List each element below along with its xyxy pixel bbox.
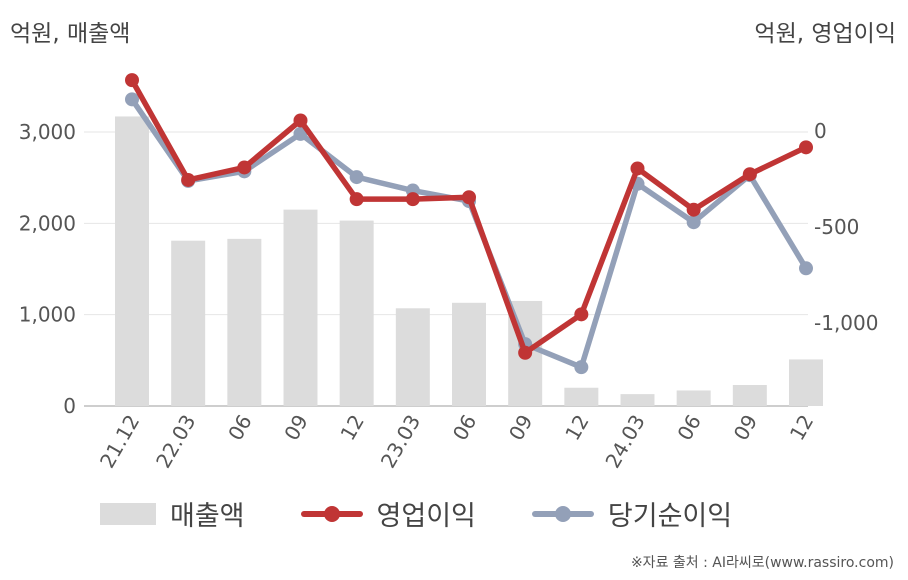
legend-swatch-net-income: [531, 503, 594, 525]
revenue-bar: [452, 302, 486, 406]
revenue-bar: [115, 116, 149, 407]
legend-item-net-income: 당기순이익: [531, 494, 733, 533]
x-axis-tick-label: 06: [672, 411, 706, 445]
net-income-point: [125, 92, 139, 107]
legend-label-revenue: 매출액: [170, 501, 245, 532]
operating-profit-point: [462, 190, 476, 205]
operating-profit-point: [181, 172, 196, 187]
source-credit: ※자료 출처 : AI라씨로(www.rassiro.com): [630, 555, 894, 571]
operating-profit-point: [125, 73, 139, 88]
legend-item-operating-profit: 영업이익: [300, 494, 476, 533]
revenue-bar: [676, 390, 711, 406]
left-axis-tick-label: 0: [63, 394, 76, 418]
x-axis-tick-label: 12: [560, 411, 594, 445]
revenue-bar: [339, 220, 374, 406]
legend-label-operating-profit: 영업이익: [376, 501, 476, 532]
operating-profit-point: [574, 307, 589, 322]
operating-profit-point: [799, 140, 813, 155]
bar-series: [115, 116, 823, 407]
x-axis-tick-label: 09: [279, 411, 313, 445]
net-income-point: [574, 360, 589, 375]
right-axis-ticks: 0 -500 -1,000: [814, 119, 878, 335]
x-axis-tick-label: 24.03: [600, 411, 649, 473]
operating-profit-point: [349, 192, 364, 207]
revenue-bar: [227, 238, 262, 406]
net-income-point: [686, 215, 701, 230]
operating-profit-point: [686, 202, 701, 217]
revenue-bar: [620, 394, 655, 406]
left-axis-ticks: 0 1,000 2,000 3,000: [19, 120, 76, 418]
chart-plot: 0 1,000 2,000 3,000 0 -500 -1,000 21.12 22.03 0…: [19, 73, 878, 473]
right-axis-tick-label: 0: [814, 119, 827, 143]
x-axis-tick-label: 23.03: [376, 411, 425, 473]
revenue-bar: [171, 240, 206, 406]
revenue-bar: [789, 359, 823, 406]
operating-profit-point: [518, 345, 533, 360]
operating-profit-point: [237, 160, 252, 175]
right-axis-tick-label: -1,000: [814, 311, 878, 335]
x-axis-tick-label: 09: [729, 411, 763, 445]
left-axis-unit: 억원, 매출액: [10, 21, 131, 47]
right-axis-unit: 억원, 영업이익: [754, 21, 896, 47]
x-axis-tick-label: 12: [335, 411, 369, 445]
operating-profit-point: [293, 113, 308, 128]
x-axis-tick-label: 06: [223, 411, 257, 445]
left-axis-tick-label: 3,000: [19, 120, 76, 144]
net-income-point: [293, 126, 308, 141]
operating-profit-point: [742, 167, 757, 182]
operating-profit-point: [405, 192, 420, 207]
left-axis-tick-label: 2,000: [19, 211, 76, 235]
revenue-bar: [283, 209, 318, 406]
revenue-bar: [564, 387, 599, 406]
line-series: [125, 73, 813, 375]
legend: 매출액 영업이익 당기순이익: [100, 494, 788, 533]
x-axis-tick-label: 09: [504, 411, 538, 445]
legend-label-net-income: 당기순이익: [607, 501, 733, 532]
revenue-bar: [732, 384, 767, 406]
x-axis-tick-label: 06: [448, 411, 482, 445]
right-axis-tick-label: -500: [814, 215, 859, 239]
x-axis-tick-label: 22.03: [151, 411, 200, 473]
legend-swatch-revenue: [100, 502, 156, 525]
revenue-bar: [395, 308, 430, 406]
operating-profit-point: [630, 161, 645, 176]
legend-swatch-operating-profit: [300, 503, 363, 525]
x-axis-tick-label: 21.12: [95, 411, 144, 473]
x-axis-ticks: 21.12 22.03 06 09 12 23.03 06 09 12 24.03 06 09 12: [95, 411, 818, 473]
left-axis-tick-label: 1,000: [19, 303, 76, 327]
net-income-point: [799, 261, 813, 276]
net-income-point: [349, 170, 364, 185]
x-axis-tick-label: 12: [785, 411, 819, 445]
legend-item-revenue: 매출액: [100, 494, 245, 533]
